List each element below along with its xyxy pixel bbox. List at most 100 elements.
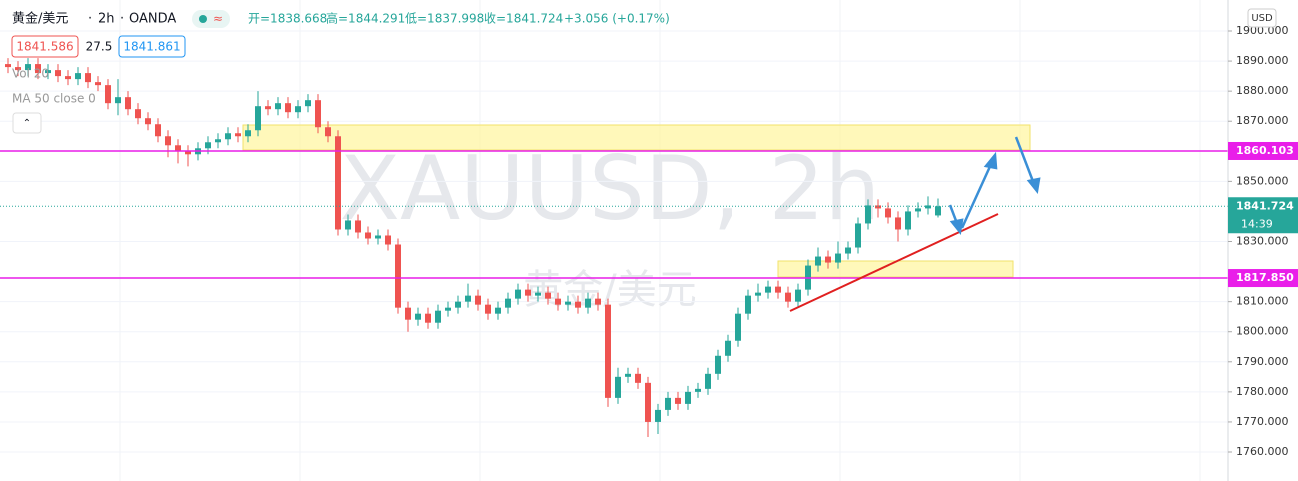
candle-body bbox=[25, 64, 31, 71]
candle-body bbox=[845, 247, 851, 254]
candle-body bbox=[345, 220, 351, 230]
candle-body bbox=[795, 289, 801, 302]
candle-body bbox=[215, 139, 221, 143]
sep: · bbox=[120, 12, 124, 27]
bid-box[interactable] bbox=[11, 35, 79, 58]
candle-body bbox=[875, 205, 881, 209]
candle-body bbox=[225, 133, 231, 140]
candle-body bbox=[455, 301, 461, 308]
candle-body bbox=[705, 373, 711, 389]
price-line-label: 1817.850 bbox=[1236, 271, 1294, 284]
candle-body bbox=[205, 142, 211, 149]
candle-body bbox=[365, 232, 371, 239]
candle-body bbox=[935, 206, 941, 216]
candle-body bbox=[255, 106, 261, 131]
candle-body bbox=[415, 313, 421, 320]
candle-body bbox=[825, 256, 831, 263]
ohlc-open: 开=1838.668 bbox=[248, 12, 327, 26]
symbol: 黄金/美元 bbox=[12, 11, 68, 27]
candle-body bbox=[485, 304, 491, 314]
y-tick-label: 1880.000 bbox=[1236, 84, 1289, 97]
candle-body bbox=[265, 106, 271, 110]
candle-body bbox=[555, 298, 561, 305]
spread: 27.5 bbox=[86, 40, 113, 54]
candle-body bbox=[925, 205, 931, 209]
candle-body bbox=[155, 124, 161, 137]
candle-body bbox=[905, 211, 911, 230]
y-tick-label: 1790.000 bbox=[1236, 355, 1289, 368]
y-tick-label: 1850.000 bbox=[1236, 174, 1289, 187]
candle-body bbox=[885, 208, 891, 218]
candle-body bbox=[275, 103, 281, 110]
candle-body bbox=[285, 103, 291, 113]
price-line-tag bbox=[1228, 141, 1298, 160]
price-line-label: 1860.103 bbox=[1236, 144, 1294, 157]
candle-body bbox=[475, 295, 481, 305]
candle-body bbox=[575, 301, 581, 308]
candle-body bbox=[165, 136, 171, 146]
candle-body bbox=[655, 409, 661, 422]
candle-body bbox=[235, 133, 241, 137]
price-line-tag bbox=[1228, 269, 1298, 288]
countdown: 14:39 bbox=[1241, 217, 1273, 230]
candle-body bbox=[865, 205, 871, 224]
y-tick-label: 1900.000 bbox=[1236, 24, 1289, 37]
candle-body bbox=[105, 85, 111, 104]
candle-body bbox=[745, 295, 751, 314]
ohlc-close: 收=1841.724 bbox=[484, 12, 563, 26]
y-tick-label: 1870.000 bbox=[1236, 114, 1289, 127]
candle-body bbox=[15, 67, 21, 71]
candle-body bbox=[55, 70, 61, 77]
candle-body bbox=[765, 286, 771, 293]
candle-body bbox=[75, 73, 81, 80]
y-tick-label: 1810.000 bbox=[1236, 295, 1289, 308]
drawings bbox=[789, 136, 1041, 312]
candle-body bbox=[725, 340, 731, 356]
candle-body bbox=[175, 145, 181, 152]
vertical-grid bbox=[119, 0, 1201, 481]
sep: · bbox=[88, 12, 92, 27]
candle-body bbox=[315, 100, 321, 128]
candle-body bbox=[135, 109, 141, 119]
candle-body bbox=[895, 217, 901, 230]
ask-box[interactable] bbox=[118, 35, 186, 58]
indicator-ma: MA 50 close 0 bbox=[12, 92, 96, 106]
candle-body bbox=[125, 97, 131, 110]
candle-body bbox=[915, 208, 921, 212]
candle-body bbox=[605, 304, 611, 398]
bid: 1841.586 bbox=[16, 40, 73, 54]
candle-body bbox=[615, 376, 621, 398]
ohlc-low: 低=1837.998 bbox=[405, 12, 484, 26]
candle-body bbox=[375, 235, 381, 239]
collapse-button[interactable] bbox=[12, 112, 42, 134]
candle-body bbox=[665, 397, 671, 410]
forecast-arrows bbox=[948, 136, 1041, 235]
candle-body bbox=[395, 244, 401, 308]
candle-body bbox=[305, 100, 311, 107]
background-layer: XAUUSD, 2h 黄金/美元 bbox=[0, 0, 1228, 481]
candle-body bbox=[405, 307, 411, 320]
candle-body bbox=[445, 307, 451, 311]
support-zone bbox=[777, 260, 1014, 278]
candle-body bbox=[5, 64, 11, 68]
candle-body bbox=[755, 292, 761, 296]
candle-body bbox=[855, 223, 861, 248]
candle-body bbox=[785, 292, 791, 302]
currency-button[interactable] bbox=[1247, 8, 1277, 28]
y-tick-label: 1830.000 bbox=[1236, 235, 1289, 248]
candle-body bbox=[535, 292, 541, 296]
candle-body bbox=[525, 289, 531, 296]
resistance-zone bbox=[242, 124, 1031, 151]
y-tick-label: 1770.000 bbox=[1236, 415, 1289, 428]
candle-body bbox=[145, 118, 151, 125]
candle-body bbox=[585, 298, 591, 308]
candle-body bbox=[425, 313, 431, 323]
status-pill[interactable] bbox=[192, 10, 230, 28]
candle-body bbox=[565, 301, 571, 305]
change: +3.056 (+0.17%) bbox=[564, 12, 670, 26]
candle-body bbox=[545, 292, 551, 299]
trend-line bbox=[789, 213, 999, 312]
source: OANDA bbox=[129, 12, 176, 27]
last-price-tag bbox=[1228, 197, 1298, 234]
